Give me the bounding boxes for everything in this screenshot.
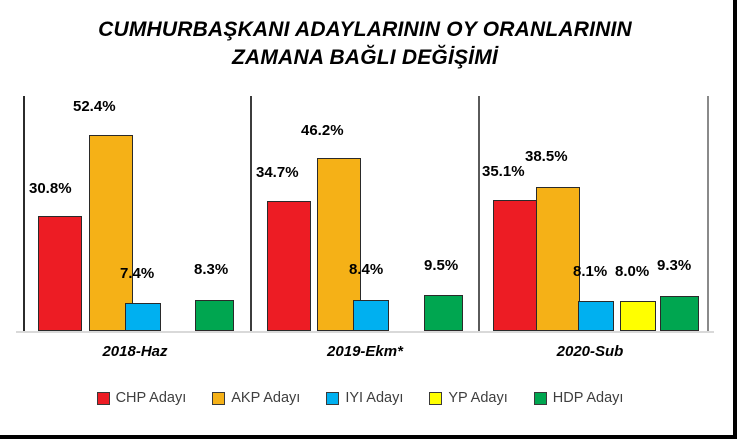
bar-value-label: 46.2% bbox=[301, 122, 344, 139]
bar-2019-Ekm*-iyi-adayı bbox=[353, 299, 389, 331]
legend-label: HDP Adayı bbox=[552, 390, 624, 406]
legend-item-chp[interactable]: CHP Adayı bbox=[96, 390, 187, 406]
bar-value-label: 8.3% bbox=[194, 261, 229, 278]
bar-value-label: 9.5% bbox=[424, 257, 459, 274]
bar-2019-Ekm*-chp-adayı bbox=[267, 201, 311, 331]
legend-item-akp[interactable]: AKP Adayı bbox=[212, 390, 300, 406]
category-label-2019-Ekm*: 2019-Ekm* bbox=[327, 343, 403, 360]
legend-label: CHP Adayı bbox=[115, 390, 187, 406]
bar-2018-Haz-hdp-adayı bbox=[195, 299, 234, 331]
axis-line-left bbox=[23, 96, 25, 332]
legend-swatch-icon bbox=[429, 391, 443, 405]
legend-swatch-icon bbox=[212, 391, 226, 405]
category-axis-labels: 2018-Haz 2019-Ekm* 2020-Sub bbox=[0, 343, 733, 367]
bar-value-label: 8.4% bbox=[349, 261, 384, 278]
bar-value-label: 8.0% bbox=[615, 263, 650, 280]
bar-value-label: 52.4% bbox=[73, 98, 116, 115]
axis-baseline bbox=[16, 331, 714, 333]
chart-title-line-2: ZAMANA BAĞLI DEĞİŞİMİ bbox=[232, 46, 498, 70]
bar-value-label: 8.1% bbox=[573, 263, 608, 280]
legend-item-hdp[interactable]: HDP Adayı bbox=[533, 390, 624, 406]
page-title: CUMHURBAŞKANI ADAYLARININ OY ORANLARININ… bbox=[60, 16, 670, 73]
bar-value-label: 38.5% bbox=[525, 148, 568, 165]
chart-legend: CHP Adayı AKP Adayı IYI Adayı YP Adayı HDP A… bbox=[0, 390, 720, 406]
bar-2018-Haz-chp-adayı bbox=[38, 215, 82, 331]
bar-2020-Sub-akp-adayı bbox=[536, 187, 580, 331]
legend-item-iyi[interactable]: IYI Adayı bbox=[326, 390, 403, 406]
legend-label: IYI Adayı bbox=[345, 390, 404, 406]
bar-2018-Haz-akp-adayı bbox=[89, 135, 133, 331]
chart-title-line-1: CUMHURBAŞKANI ADAYLARININ OY ORANLARININ bbox=[98, 18, 632, 41]
legend-swatch-icon bbox=[96, 391, 110, 405]
bar-2020-Sub-yp-adayı bbox=[620, 301, 656, 331]
legend-label: YP Adayı bbox=[448, 390, 508, 406]
plot-area: 30.8% 52.4% 7.4% 8.3% 34.7% 46.2% 8.4% 9.5% 35.1… bbox=[0, 96, 733, 336]
legend-swatch-icon bbox=[326, 391, 340, 405]
legend-label: AKP Adayı bbox=[231, 390, 301, 406]
bar-2020-Sub-iyi-adayı bbox=[578, 300, 614, 331]
bar-2018-Haz-iyi-adayı bbox=[125, 303, 161, 331]
bar-value-label: 9.3% bbox=[657, 257, 692, 274]
axis-line-right bbox=[707, 96, 709, 332]
bar-value-label: 7.4% bbox=[120, 265, 155, 282]
category-label-2018-Haz: 2018-Haz bbox=[102, 343, 168, 360]
group-separator-1 bbox=[250, 96, 252, 332]
bar-value-label: 34.7% bbox=[256, 164, 299, 181]
bar-2020-Sub-chp-adayı bbox=[493, 199, 537, 331]
bar-2019-Ekm*-hdp-adayı bbox=[424, 295, 463, 331]
legend-swatch-icon bbox=[533, 391, 547, 405]
group-separator-2 bbox=[478, 96, 480, 332]
bar-value-label: 35.1% bbox=[482, 163, 525, 180]
category-label-2020-Sub: 2020-Sub bbox=[556, 343, 624, 360]
legend-item-yp[interactable]: YP Adayı bbox=[429, 390, 508, 406]
bar-value-label: 30.8% bbox=[29, 180, 72, 197]
bar-2020-Sub-hdp-adayı bbox=[660, 296, 699, 331]
